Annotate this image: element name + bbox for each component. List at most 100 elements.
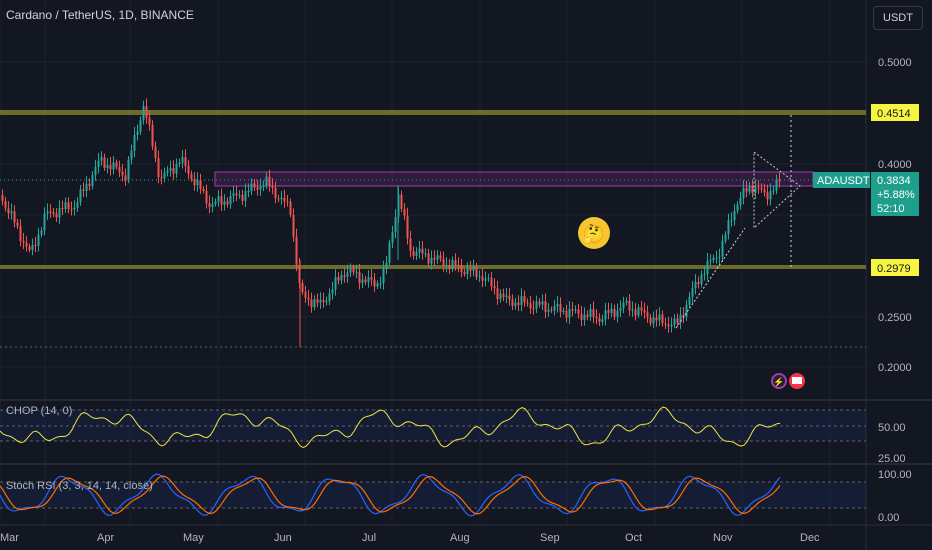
candle-body: [190, 174, 193, 179]
candle-body: [547, 309, 550, 312]
candle-body: [238, 194, 241, 196]
time-tick: Mar: [0, 532, 19, 544]
uptrend-line[interactable]: [675, 227, 746, 329]
candle-body: [718, 256, 721, 258]
candle-body: [115, 162, 118, 168]
time-tick: Nov: [713, 532, 733, 544]
candle-body: [703, 273, 706, 275]
candle-body: [145, 106, 148, 118]
candle-body: [304, 291, 307, 298]
candle-body: [133, 134, 136, 151]
candle-body: [367, 277, 370, 283]
symbol-tag-text: ADAUSDT: [817, 175, 870, 187]
stoch-k-line: [0, 473, 781, 517]
resistance-level-line[interactable]: [0, 110, 866, 115]
candle-body: [685, 304, 688, 317]
symbol-tag: [813, 172, 870, 188]
candle-body: [721, 240, 724, 257]
candle-body: [430, 257, 433, 264]
price-tick: 0.2500: [878, 312, 912, 324]
candle-body: [433, 257, 436, 260]
stoch-tick: 100.00: [878, 469, 912, 481]
price-tag-countdown: 52:10: [877, 203, 905, 215]
candle-body: [121, 171, 124, 176]
candle-body: [232, 193, 235, 197]
candle-body: [472, 266, 475, 271]
candle-body: [175, 164, 178, 174]
candle-body: [532, 308, 535, 310]
candle-body: [559, 304, 562, 312]
candle-body: [118, 167, 121, 172]
candle-body: [67, 202, 70, 210]
candle-body: [403, 208, 406, 216]
candle-body: [247, 191, 250, 193]
candle-body: [667, 324, 670, 327]
candle-body: [142, 106, 145, 121]
candle-body: [91, 175, 94, 187]
candle-body: [193, 178, 196, 186]
candle-body: [46, 211, 49, 214]
candle-body: [637, 307, 640, 316]
stoch-d-line: [0, 475, 781, 515]
candle-body: [259, 186, 262, 190]
candle-body: [613, 308, 616, 317]
time-tick: Jun: [274, 532, 292, 544]
candle-body: [364, 279, 367, 283]
candle-body: [445, 264, 448, 267]
thinking-emoji-face[interactable]: [578, 217, 610, 249]
candle-body: [709, 260, 712, 262]
candle-body: [307, 297, 310, 300]
candle-body: [775, 179, 778, 191]
candle-body: [103, 157, 106, 168]
candle-body: [16, 222, 19, 227]
level-tag-low-text: 0.2979: [877, 263, 911, 275]
candle-body: [736, 204, 739, 211]
candle-body: [541, 301, 544, 305]
candle-body: [484, 278, 487, 281]
candle-body: [607, 310, 610, 313]
support-level-line[interactable]: [0, 265, 866, 269]
candle-body: [658, 314, 661, 321]
candle-body: [241, 194, 244, 201]
candle-body: [754, 187, 757, 193]
triangle-pattern[interactable]: [753, 151, 801, 230]
candle-body: [466, 268, 469, 275]
candle-body: [97, 160, 100, 167]
candle-body: [442, 258, 445, 267]
candle-body: [157, 157, 160, 178]
candle-body: [739, 197, 742, 205]
candle-body: [655, 317, 658, 321]
chart-title: Cardano / TetherUS, 1D, BINANCE: [6, 8, 194, 22]
price-axis[interactable]: 0.5000 0.4000 0.2500 0.2000: [878, 57, 912, 374]
resistance-zone[interactable]: [214, 171, 814, 187]
candle-body: [586, 314, 589, 317]
price-tick: 0.2000: [878, 362, 912, 374]
candle-body: [283, 197, 286, 202]
stoch-rsi-pane: Stoch RSI (3, 3, 14, 14, close) 100.00 0.0…: [0, 469, 912, 524]
candle-body: [256, 187, 259, 190]
candle-body: [40, 230, 43, 235]
candle-body: [652, 317, 655, 324]
candle-body: [337, 277, 340, 281]
candle-body: [226, 201, 229, 205]
currency-button[interactable]: USDT: [873, 6, 923, 30]
candle-body: [136, 131, 139, 135]
candle-body: [661, 314, 664, 324]
candle-body: [229, 196, 232, 205]
candle-body: [436, 255, 439, 260]
candle-body: [439, 255, 442, 259]
lightning-event-icon[interactable]: [771, 373, 787, 389]
candle-body: [688, 296, 691, 305]
candle-body: [421, 248, 424, 254]
candle-body: [589, 309, 592, 317]
candle-body: [529, 303, 532, 309]
time-tick: Dec: [800, 532, 820, 544]
candle-body: [235, 193, 238, 196]
candle-body: [562, 310, 565, 312]
candle-body: [577, 309, 580, 314]
time-axis[interactable]: Mar Apr May Jun Jul Aug Sep Oct Nov Dec: [0, 532, 820, 544]
candle-body: [292, 214, 295, 237]
candle-body: [511, 299, 514, 307]
candle-body: [79, 189, 82, 203]
